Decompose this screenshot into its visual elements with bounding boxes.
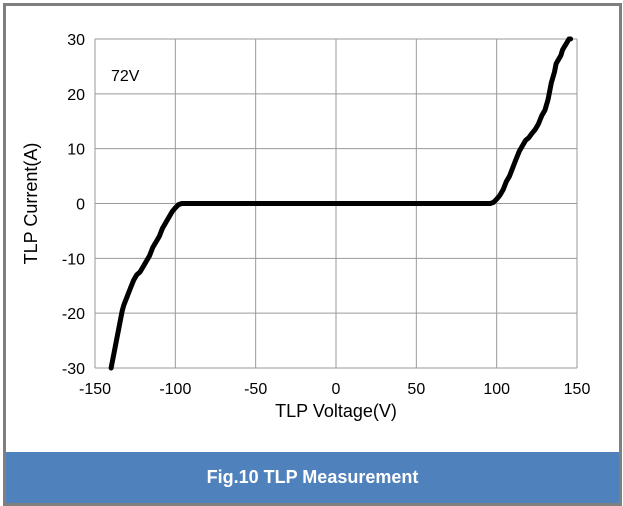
y-tick-label: -30 xyxy=(62,361,85,378)
x-tick-label: -50 xyxy=(244,381,267,398)
y-tick-label: -20 xyxy=(62,306,85,323)
x-tick-label: 50 xyxy=(407,381,425,398)
x-tick-label: 0 xyxy=(332,381,341,398)
series-layer xyxy=(108,36,574,371)
x-axis-label: TLP Voltage(V) xyxy=(275,401,397,421)
x-tick-label: 100 xyxy=(483,381,510,398)
tlp-iv-curve xyxy=(108,36,574,371)
y-tick-label: -10 xyxy=(62,251,85,268)
voltage-annotation: 72V xyxy=(111,68,140,85)
y-tick-label: 30 xyxy=(67,32,85,49)
x-tick-label: -150 xyxy=(79,381,111,398)
figure-frame: -150 -100 -50 0 50 100 150 -30 -20 -10 0 10 20 30 72V… xyxy=(3,3,622,506)
y-axis-label: TLP Current(A) xyxy=(21,143,41,265)
figure-caption: Fig.10 TLP Measurement xyxy=(6,452,619,503)
y-tick-label: 10 xyxy=(67,142,85,159)
y-tick-label: 20 xyxy=(67,87,85,104)
x-tick-label: 150 xyxy=(564,381,591,398)
y-tick-label: 0 xyxy=(76,197,85,214)
x-tick-label: -100 xyxy=(159,381,191,398)
chart: -150 -100 -50 0 50 100 150 -30 -20 -10 0 10 20 30 72V… xyxy=(6,6,619,452)
